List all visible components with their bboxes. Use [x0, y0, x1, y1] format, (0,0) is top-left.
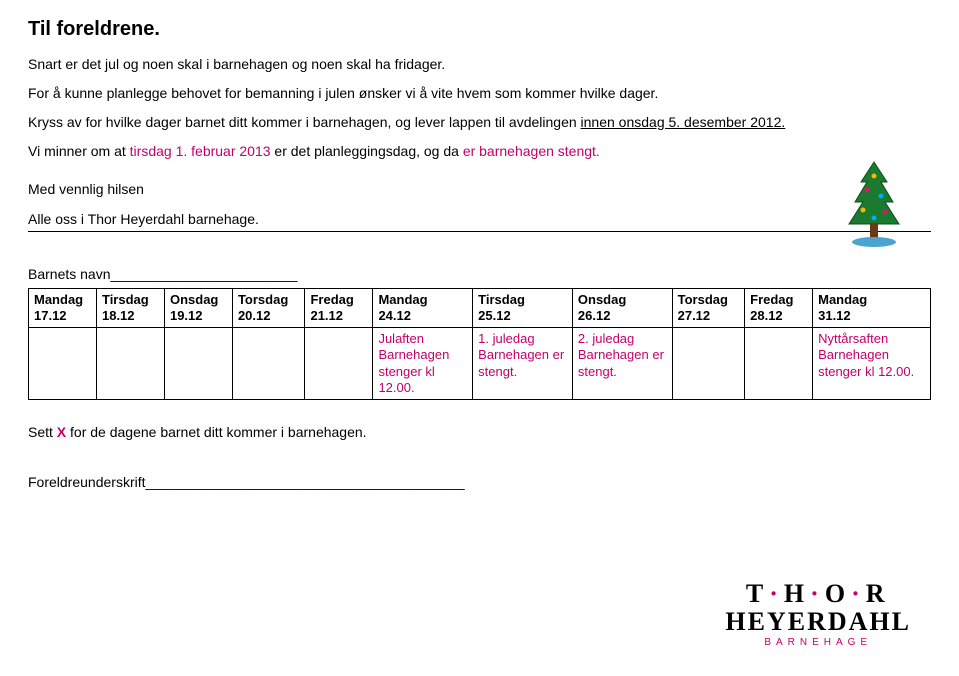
- instruction-b: for de dagene barnet ditt kommer i barne…: [66, 424, 366, 440]
- day-header: Torsdag20.12: [232, 288, 305, 328]
- day-header: Tirsdag25.12: [473, 288, 573, 328]
- day-header: Tirsdag18.12: [96, 288, 164, 328]
- day-cell[interactable]: Julaften Barnehagen stenger kl 12.00.: [373, 328, 473, 400]
- parent-signature-field[interactable]: Foreldreunderskrift_____________________…: [28, 474, 931, 490]
- day-header: Fredag28.12: [745, 288, 813, 328]
- day-cell[interactable]: 1. juledag Barnehagen er stengt.: [473, 328, 573, 400]
- instruction-x: X: [57, 424, 66, 440]
- signoff: Med vennlig hilsen: [28, 181, 931, 197]
- schedule-table: Mandag17.12Tirsdag18.12Onsdag19.12Torsda…: [28, 288, 931, 401]
- paragraph-3a: Kryss av for hvilke dager barnet ditt ko…: [28, 114, 581, 130]
- paragraph-4d-closed: er barnehagen stengt.: [463, 143, 600, 159]
- day-cell[interactable]: Nyttårsaften Barnehagen stenger kl 12.00…: [813, 328, 931, 400]
- paragraph-3: Kryss av for hvilke dager barnet ditt ko…: [28, 113, 931, 132]
- paragraph-4c: er det planleggingsdag, og da: [271, 143, 463, 159]
- day-header: Fredag21.12: [305, 288, 373, 328]
- thor-heyerdahl-logo: T·H·O·R HEYERDAHL BARNEHAGE: [725, 580, 911, 648]
- divider-label: Alle oss i Thor Heyerdahl barnehage.: [28, 211, 259, 227]
- paragraph-3b-deadline: innen onsdag 5. desember 2012.: [581, 114, 786, 130]
- page-title: Til foreldrene.: [28, 18, 931, 41]
- paragraph-2: For å kunne planlegge behovet for bemann…: [28, 84, 931, 103]
- logo-line-1: T·H·O·R: [725, 580, 911, 607]
- day-cell[interactable]: [672, 328, 745, 400]
- document-page: Til foreldrene. Snart er det jul og noen…: [0, 0, 959, 676]
- divider-line: [28, 231, 931, 232]
- day-cell[interactable]: [164, 328, 232, 400]
- day-header: Mandag31.12: [813, 288, 931, 328]
- day-header: Mandag17.12: [29, 288, 97, 328]
- paragraph-4a: Vi minner om at: [28, 143, 130, 159]
- instruction-a: Sett: [28, 424, 57, 440]
- day-cell[interactable]: [96, 328, 164, 400]
- day-cell[interactable]: [232, 328, 305, 400]
- paragraph-4: Vi minner om at tirsdag 1. februar 2013 …: [28, 142, 931, 161]
- day-header: Mandag24.12: [373, 288, 473, 328]
- logo-line-2: HEYERDAHL: [725, 608, 911, 635]
- schedule-note-row: Julaften Barnehagen stenger kl 12.00.1. …: [29, 328, 931, 400]
- day-cell[interactable]: [745, 328, 813, 400]
- instruction-text: Sett X for de dagene barnet ditt kommer …: [28, 424, 931, 440]
- christmas-tree-icon: [839, 160, 909, 255]
- divider-section: Alle oss i Thor Heyerdahl barnehage.: [28, 211, 931, 232]
- day-cell[interactable]: [29, 328, 97, 400]
- schedule-header-row: Mandag17.12Tirsdag18.12Onsdag19.12Torsda…: [29, 288, 931, 328]
- day-cell[interactable]: [305, 328, 373, 400]
- day-header: Torsdag27.12: [672, 288, 745, 328]
- logo-sub: BARNEHAGE: [725, 637, 911, 648]
- day-header: Onsdag26.12: [572, 288, 672, 328]
- paragraph-1: Snart er det jul og noen skal i barnehag…: [28, 55, 931, 74]
- day-header: Onsdag19.12: [164, 288, 232, 328]
- day-cell[interactable]: 2. juledag Barnehagen er stengt.: [572, 328, 672, 400]
- paragraph-4b-date: tirsdag 1. februar 2013: [130, 143, 271, 159]
- child-name-field[interactable]: Barnets navn________________________: [28, 266, 931, 282]
